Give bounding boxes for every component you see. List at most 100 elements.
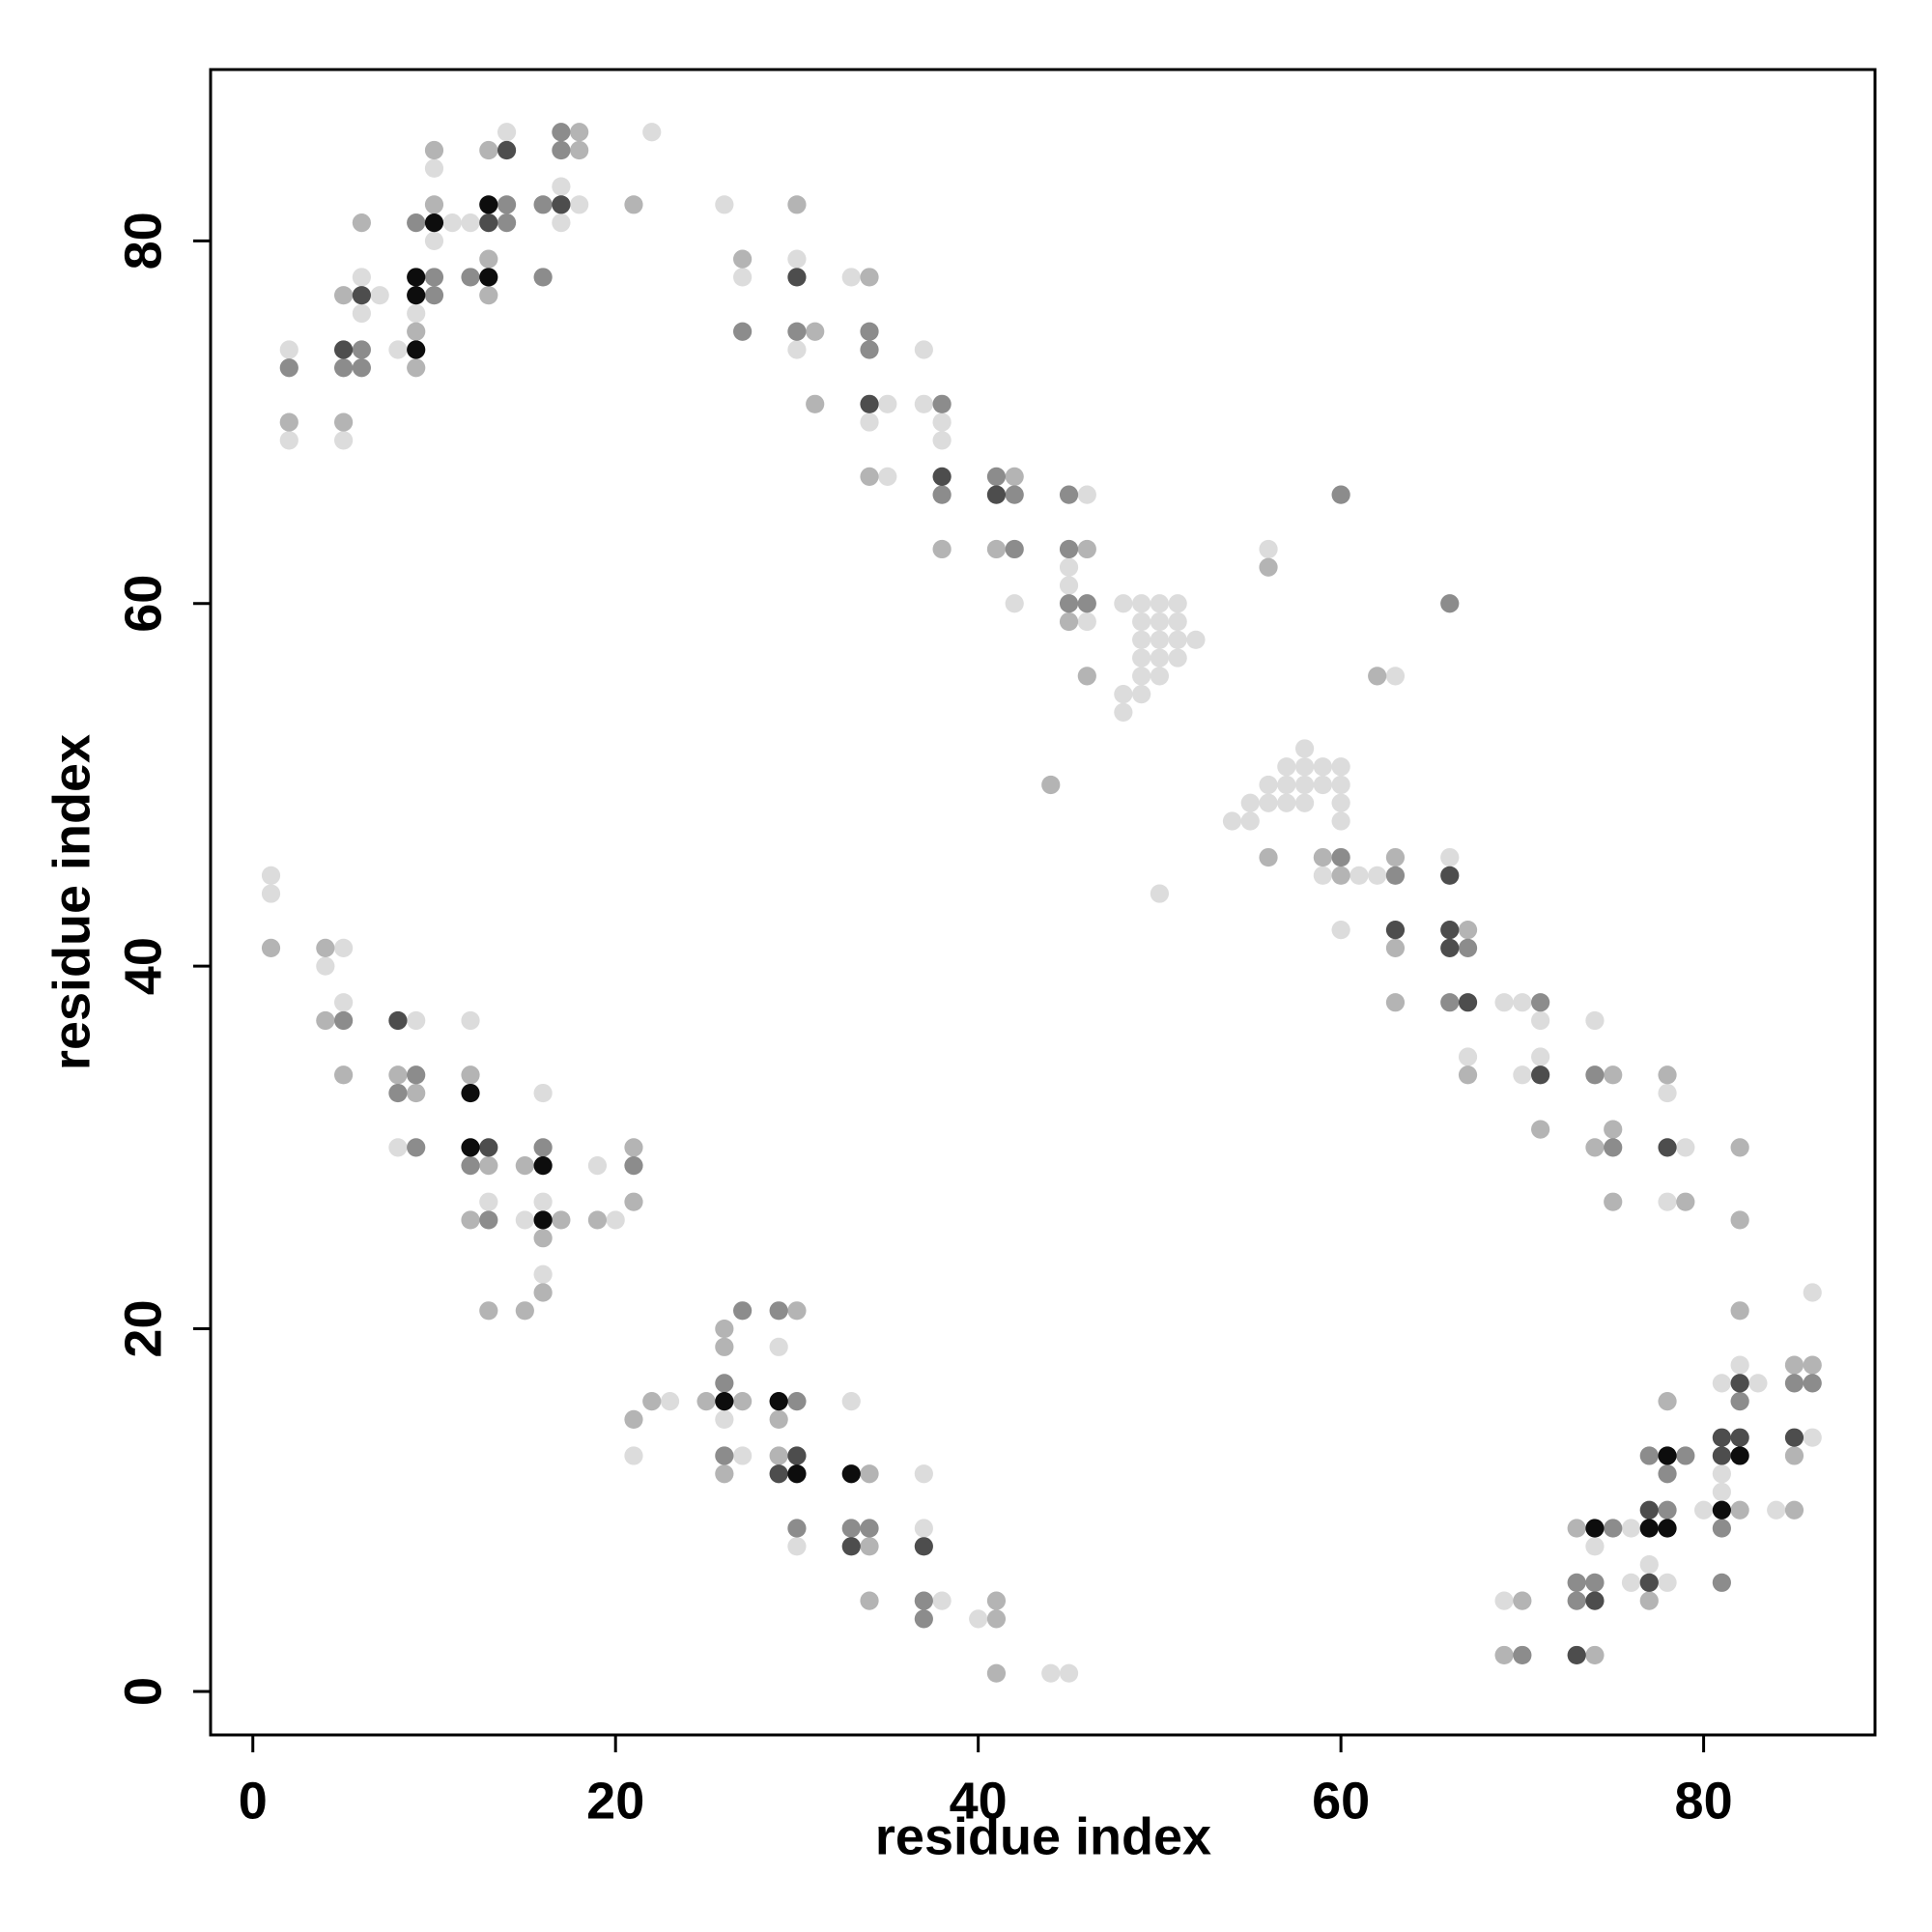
point xyxy=(1440,594,1460,613)
point xyxy=(1585,1537,1605,1556)
point xyxy=(1639,1591,1659,1610)
point xyxy=(715,195,734,214)
point xyxy=(461,213,480,233)
point xyxy=(497,195,517,214)
point xyxy=(914,1537,933,1556)
point xyxy=(806,322,825,341)
point xyxy=(769,1446,788,1465)
point xyxy=(914,1591,933,1610)
point xyxy=(733,249,753,269)
point xyxy=(1150,667,1169,686)
point xyxy=(352,213,371,233)
point xyxy=(1005,485,1024,504)
point xyxy=(986,1609,1007,1629)
point xyxy=(787,1464,807,1484)
point xyxy=(570,123,589,142)
point xyxy=(1567,1519,1586,1538)
point xyxy=(1385,866,1406,885)
x-tick-label: 20 xyxy=(586,1772,644,1830)
point xyxy=(334,431,354,450)
point xyxy=(1440,938,1460,957)
point xyxy=(461,1010,480,1031)
point xyxy=(1712,1519,1731,1538)
point xyxy=(1132,611,1151,632)
x-tick-label: 40 xyxy=(950,1772,1008,1830)
point xyxy=(407,303,426,324)
point xyxy=(370,286,389,305)
point xyxy=(715,1446,734,1465)
point xyxy=(587,1156,608,1176)
point xyxy=(1585,1519,1605,1538)
point xyxy=(1712,1428,1731,1447)
point xyxy=(424,140,444,160)
point xyxy=(552,177,571,196)
point xyxy=(1168,611,1187,632)
point xyxy=(860,322,879,341)
point xyxy=(334,1065,354,1085)
point xyxy=(1585,1138,1605,1157)
point xyxy=(316,956,335,976)
point xyxy=(388,1065,408,1085)
point xyxy=(986,1663,1007,1683)
point xyxy=(407,268,426,287)
point xyxy=(769,1337,788,1356)
point xyxy=(1604,1138,1623,1157)
point xyxy=(1150,648,1169,668)
point xyxy=(334,938,354,957)
point xyxy=(1730,1355,1749,1375)
x-tick-label: 80 xyxy=(1675,1772,1733,1830)
point xyxy=(1730,1210,1749,1230)
point xyxy=(932,467,952,486)
point xyxy=(733,268,753,287)
point xyxy=(715,1464,734,1484)
point xyxy=(352,358,371,378)
point xyxy=(1240,793,1260,812)
point xyxy=(1585,1010,1605,1031)
point xyxy=(1604,1192,1623,1211)
point xyxy=(1259,847,1278,867)
point xyxy=(461,1065,480,1085)
point xyxy=(1277,775,1296,795)
point xyxy=(479,268,498,287)
point xyxy=(806,394,825,413)
point xyxy=(1059,557,1079,577)
point xyxy=(424,286,444,305)
point xyxy=(587,1210,608,1230)
point xyxy=(1604,1120,1623,1139)
point xyxy=(733,1392,753,1411)
point xyxy=(479,286,498,305)
point xyxy=(787,340,807,359)
point xyxy=(1712,1500,1731,1520)
point xyxy=(1150,630,1169,649)
point xyxy=(624,1192,643,1211)
point xyxy=(533,1283,553,1302)
point xyxy=(660,1392,680,1411)
point xyxy=(986,539,1007,559)
point xyxy=(1132,667,1151,686)
point xyxy=(1114,685,1133,704)
x-tick-label: 0 xyxy=(239,1772,268,1830)
point xyxy=(515,1301,534,1321)
point xyxy=(715,1337,734,1356)
point xyxy=(334,358,354,378)
point xyxy=(1041,775,1061,795)
point xyxy=(479,1138,498,1157)
point xyxy=(1259,539,1278,559)
point xyxy=(1294,793,1315,812)
point xyxy=(1458,921,1478,940)
point xyxy=(279,431,298,450)
point xyxy=(841,1392,861,1411)
point xyxy=(1712,1573,1731,1592)
point xyxy=(1132,648,1151,668)
point xyxy=(1567,1591,1586,1610)
point xyxy=(279,412,298,432)
point xyxy=(1150,594,1169,613)
point xyxy=(352,286,371,305)
point xyxy=(1803,1428,1822,1447)
point xyxy=(388,1083,408,1103)
point xyxy=(860,1519,879,1538)
point xyxy=(1294,739,1315,758)
point xyxy=(1767,1500,1786,1520)
point xyxy=(986,1591,1007,1610)
point xyxy=(461,268,480,287)
